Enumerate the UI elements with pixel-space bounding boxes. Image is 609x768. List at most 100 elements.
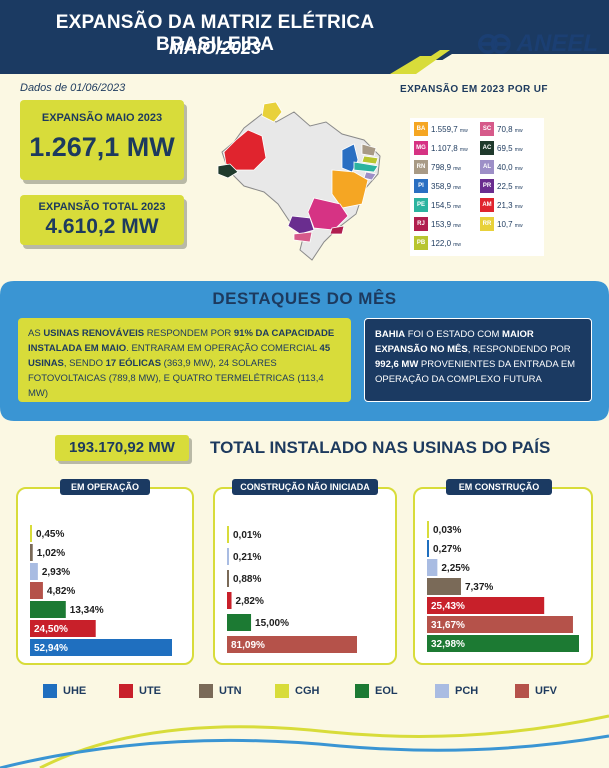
expansion-total-box: EXPANSÃO TOTAL 2023 4.610,2 MW xyxy=(20,195,184,245)
expansion-month-value: 1.267,1 MW xyxy=(29,132,175,162)
map-state-sc xyxy=(293,231,313,243)
bar-pch xyxy=(427,559,438,576)
uf-code: PR xyxy=(480,179,494,193)
legend-label: PCH xyxy=(455,685,479,697)
bar-label: 31,67% xyxy=(431,620,465,631)
uf-code: PB xyxy=(414,236,428,250)
total-installed-value: 193.170,92 MW xyxy=(55,435,189,461)
uf-unit: mw xyxy=(453,241,462,248)
map-state-pe xyxy=(353,161,379,173)
uf-value: 21,3 mw xyxy=(497,200,523,210)
bar-pch xyxy=(227,548,229,565)
hl-bold: 992,6 MW xyxy=(375,359,419,370)
bar-ufv xyxy=(227,636,357,653)
legend-swatch xyxy=(355,684,369,698)
uf-code: PI xyxy=(414,179,428,193)
uf-unit: mw xyxy=(453,222,462,229)
uf-unit: mw xyxy=(459,127,468,134)
bar-label: 2,25% xyxy=(441,563,469,574)
hl-text: RESPONDEM POR xyxy=(144,328,234,339)
legend-item-eol: EOL xyxy=(355,684,398,698)
legend-label: UFV xyxy=(535,685,557,697)
bar-label: 0,21% xyxy=(233,552,261,563)
footer-wave xyxy=(0,714,609,768)
legend-item-ufv: UFV xyxy=(515,684,557,698)
legend-item-ute: UTE xyxy=(119,684,161,698)
bar-utn xyxy=(30,544,33,561)
bar-label: 15,00% xyxy=(255,618,289,629)
uf-unit: mw xyxy=(514,222,523,229)
bar-utn xyxy=(427,578,461,595)
bar-label: 32,98% xyxy=(431,639,465,650)
uf-expansion-title: EXPANSÃO EM 2023 POR UF xyxy=(400,84,548,95)
legend-label: UHE xyxy=(63,685,87,697)
uf-value: 153,9 mw xyxy=(431,219,462,229)
bar-ufv xyxy=(427,616,573,633)
hl-bold: 17 EÓLICAS xyxy=(105,358,162,369)
bar-pch xyxy=(30,563,38,580)
uf-code: SC xyxy=(480,122,494,136)
total-installed-label: TOTAL INSTALADO NAS USINAS DO PAÍS xyxy=(210,438,551,457)
legend-label: EOL xyxy=(375,685,398,697)
bar-ute xyxy=(427,597,545,614)
uf-item-pr: PR 22,5 mw xyxy=(480,178,523,194)
legend-item-cgh: CGH xyxy=(275,684,319,698)
hl-text: , RESPONDENDO POR xyxy=(467,344,571,355)
uf-item-sc: SC 70,8 mw xyxy=(480,121,523,137)
bar-label: 4,82% xyxy=(47,586,75,597)
bar-ufv xyxy=(30,582,43,599)
uf-item-pi: PI 358,9 mw xyxy=(414,178,461,194)
uf-code: PE xyxy=(414,198,428,212)
bar-ute xyxy=(227,592,232,609)
uf-code: RJ xyxy=(414,217,428,231)
legend-item-pch: PCH xyxy=(435,684,478,698)
map-state-pr xyxy=(287,215,315,235)
uf-value: 1.559,7 mw xyxy=(431,124,468,134)
bar-label: 52,94% xyxy=(34,643,68,654)
uf-item-ac: AC 69,5 mw xyxy=(480,140,523,156)
legend-swatch xyxy=(119,684,133,698)
uf-item-pb: PB 122,0 mw xyxy=(414,235,461,251)
uf-code: AL xyxy=(480,160,494,174)
uf-item-mg: MG 1.107,8 mw xyxy=(414,140,468,156)
aneel-logo-text: ANEEL xyxy=(516,30,598,57)
expansion-month-label: EXPANSÃO MAIO 2023 xyxy=(41,112,163,124)
uf-value: 122,0 mw xyxy=(431,238,462,248)
uf-value: 22,5 mw xyxy=(497,181,523,191)
uf-item-ba: BA 1.559,7 mw xyxy=(414,121,468,137)
uf-unit: mw xyxy=(514,184,523,191)
uf-value: 69,5 mw xyxy=(497,143,523,153)
bar-uhe xyxy=(30,639,172,656)
brazil-map xyxy=(217,101,381,261)
chart-construcao-nao-iniciada: 0,01% 0,21% 0,88% 2,82% 15,00% 81,09% xyxy=(213,487,397,665)
highlight-bahia: BAHIA FOI O ESTADO COM MAIOR EXPANSÃO NO… xyxy=(364,318,592,402)
hl-text: , SENDO xyxy=(63,358,106,369)
uf-item-rj: RJ 153,9 mw xyxy=(414,216,461,232)
header-accent xyxy=(404,50,609,74)
uf-value: 798,9 mw xyxy=(431,162,462,172)
legend-swatch xyxy=(275,684,289,698)
hl-bold: BAHIA xyxy=(375,329,406,340)
uf-code: AC xyxy=(480,141,494,155)
uf-code: MG xyxy=(414,141,428,155)
uf-unit: mw xyxy=(453,203,462,210)
hl-bold: MAIOR EXPANSÃO NO MÊS xyxy=(375,329,534,355)
uf-item-am: AM 21,3 mw xyxy=(480,197,523,213)
bar-cgh xyxy=(227,526,229,543)
data-date: Dados de 01/06/2023 xyxy=(20,82,126,94)
bar-eol xyxy=(427,635,579,652)
map-state-rj xyxy=(329,225,345,235)
uf-unit: mw xyxy=(514,203,523,210)
highlight-renewables: AS USINAS RENOVÁVEIS RESPONDEM POR 91% D… xyxy=(18,318,351,402)
uf-expansion-list: BA 1.559,7 mw MG 1.107,8 mw RN 798,9 mw PI 358,… xyxy=(410,118,544,256)
uf-value: 358,9 mw xyxy=(431,181,462,191)
bar-label: 0,01% xyxy=(233,530,261,541)
hl-text: FOI O ESTADO COM xyxy=(405,329,503,340)
legend: UHE UTE UTN CGH EOL PCH UFV xyxy=(0,684,609,706)
uf-code: AM xyxy=(480,198,494,212)
legend-item-utn: UTN xyxy=(199,684,242,698)
chart-svg: 0,45% 1,02% 2,93% 4,82% 13,34%24,50% 52,94% xyxy=(30,525,172,656)
legend-swatch xyxy=(515,684,529,698)
bar-ute xyxy=(30,620,96,637)
bar-label: 0,03% xyxy=(433,525,461,536)
